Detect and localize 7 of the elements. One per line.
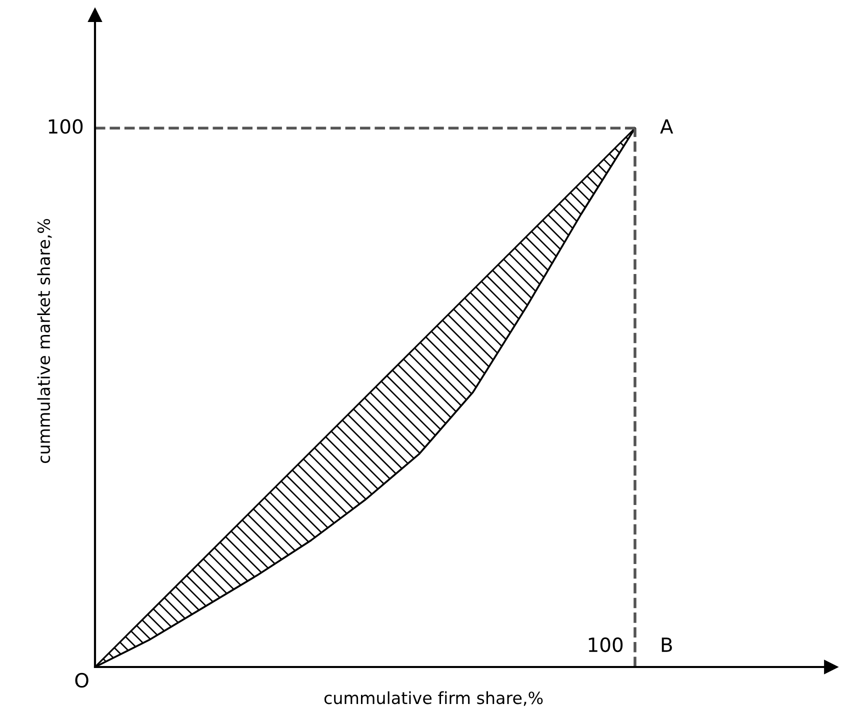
text: 100 bbox=[48, 119, 83, 134]
y-axis-title: cummulative market share,% bbox=[37, 218, 52, 464]
text: B bbox=[662, 638, 672, 652]
text: O bbox=[75, 672, 88, 688]
annotation: 100 bbox=[588, 637, 623, 652]
x-axis-title: cummulative firm share,% bbox=[324, 691, 543, 706]
text: A bbox=[660, 119, 674, 134]
